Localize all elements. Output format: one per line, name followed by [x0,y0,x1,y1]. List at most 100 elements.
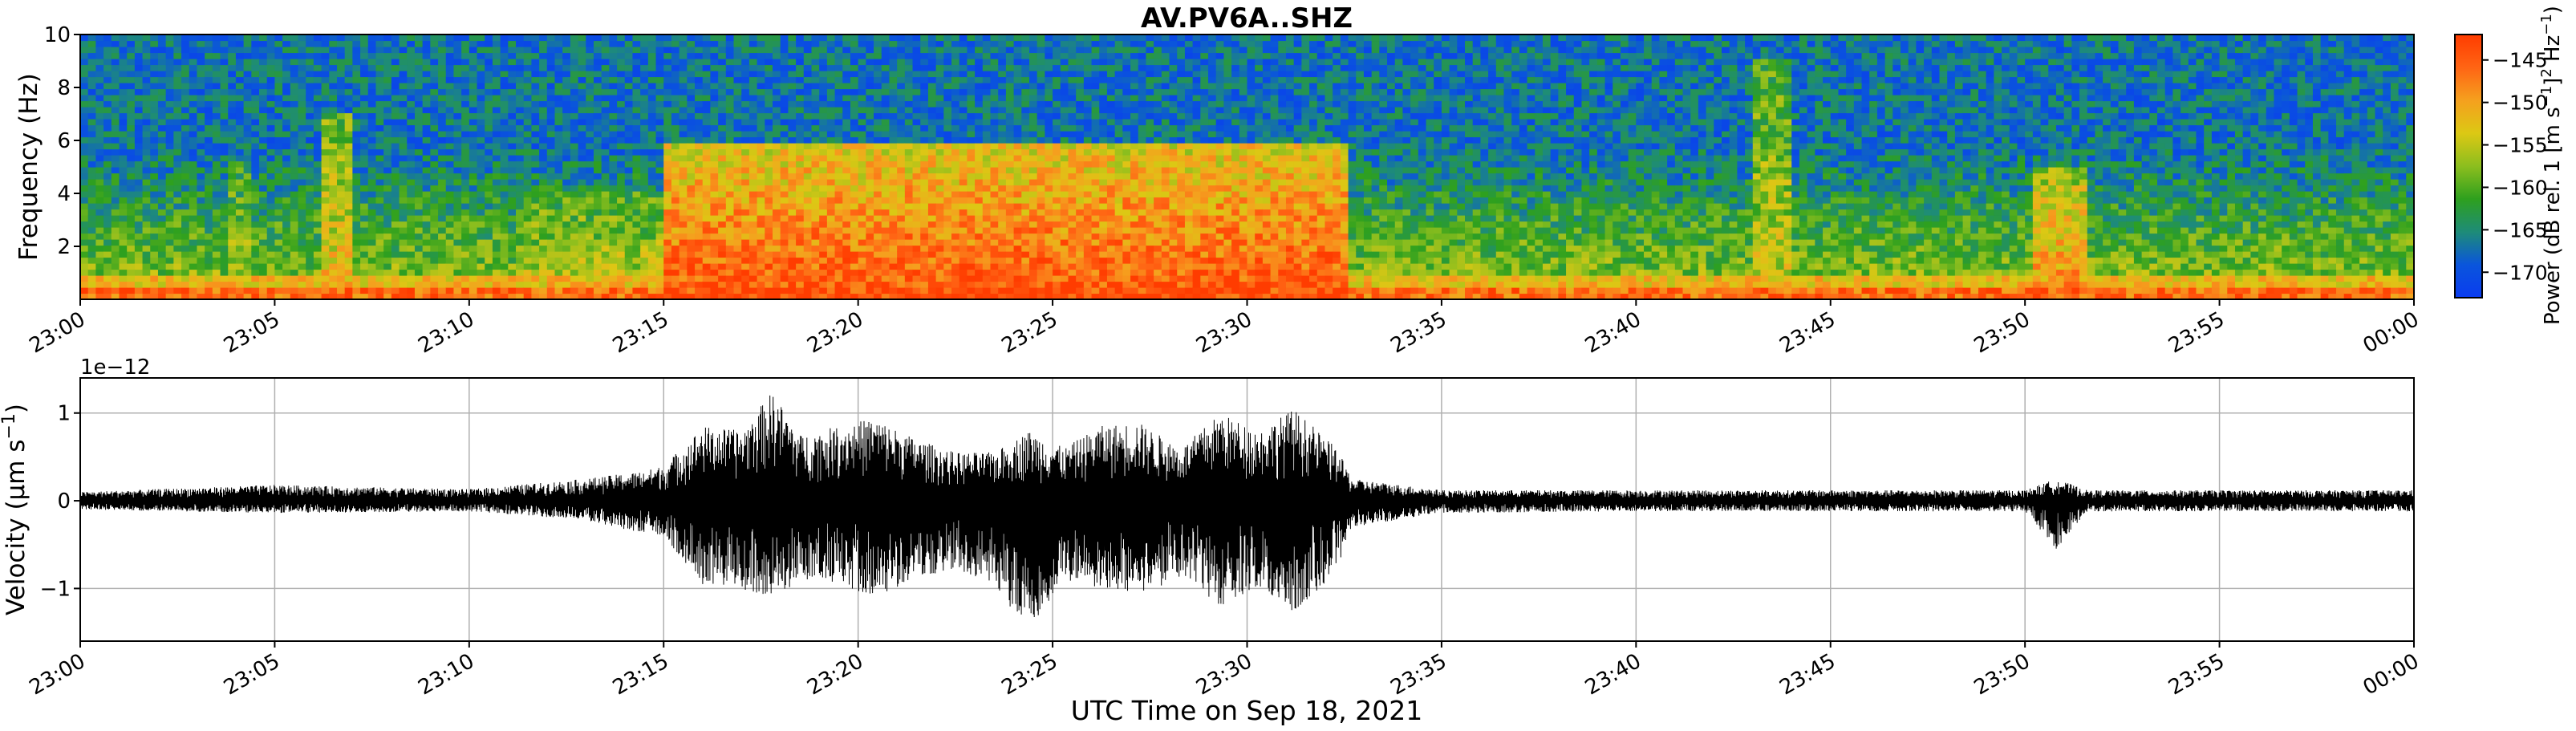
spectrogram-cell [609,71,618,78]
spectrogram-cell [586,251,594,258]
spectrogram-cell [725,59,735,66]
spectrogram-cell [274,185,283,192]
spectrogram-cell [298,40,306,47]
spectrogram-cell [266,40,276,47]
spectrogram-cell [282,160,291,168]
spectrogram-cell [663,233,672,240]
spectrogram-cell [757,100,765,108]
spectrogram-cell [671,112,680,120]
spectrogram-cell [593,52,602,59]
spectrogram-cell [554,167,563,174]
spectrogram-cell [430,227,439,234]
spectrogram-cell [570,107,579,114]
spectrogram-cell [858,136,866,144]
spectrogram-cell [189,173,198,180]
spectrogram-cell [274,251,283,258]
spectrogram-cell [290,76,299,83]
spectrogram-cell [850,64,859,71]
spectrogram-cell [687,203,696,210]
spectrogram-cell [617,215,626,222]
spectrogram-cell [391,155,400,162]
spectrogram-cell [889,275,898,282]
spectrogram-cell [663,100,672,108]
spectrogram-cell [95,221,104,228]
spectrogram-cell [842,35,851,42]
spectrogram-cell [725,40,735,47]
spectrogram-cell [632,155,641,162]
spectrogram-cell [274,119,283,126]
spectrogram-cell [430,173,439,180]
spectrogram-cell [765,160,773,168]
spectrogram-cell [624,107,634,114]
spectrogram-cell [173,287,182,294]
spectrogram-cell [205,119,213,126]
spectrogram-cell [733,257,742,264]
spectrogram-cell [748,131,758,138]
spectrogram-cell [119,281,128,288]
spectrogram-cell [811,269,820,276]
spectrogram-cell [671,263,680,270]
spectrogram-cell [570,95,579,102]
spectrogram-cell [407,233,416,240]
spectrogram-cell [780,245,789,252]
spectrogram-cell [904,179,914,186]
spectrogram-cell [687,35,696,42]
spectrogram-cell [274,83,283,90]
spectrogram-cell [360,215,369,222]
spectrogram-cell [391,245,400,252]
spectrogram-cell [757,143,765,150]
spectrogram-cell [111,40,120,47]
spectrogram-cell [103,287,112,294]
spectrogram-cell [87,40,96,47]
spectrogram-cell [445,167,455,174]
spectrogram-cell [150,179,159,186]
spectrogram-cell [80,173,89,180]
spectrogram-cell [243,215,252,222]
spectrogram-cell [617,76,626,83]
spectrogram-cell [874,281,882,288]
spectrogram-cell [111,221,120,228]
spectrogram-cell [205,275,213,282]
spectrogram-cell [826,227,836,234]
spectrogram-cell [765,293,773,299]
spectrogram-cell [663,148,672,156]
spectrogram-cell [445,95,455,102]
spectrogram-cell [881,209,890,216]
spectrogram-cell [251,119,260,126]
spectrogram-cell [197,233,205,240]
spectrogram-cell [438,275,447,282]
spectrogram-cell [671,203,680,210]
spectrogram-cell [298,155,306,162]
spectrogram-cell [578,227,586,234]
spectrogram-cell [352,215,361,222]
spectrogram-cell [647,179,657,186]
spectrogram-cell [228,64,237,71]
spectrogram-cell [111,263,120,270]
spectrogram-cell [165,269,174,276]
spectrogram-cell [150,155,159,162]
spectrogram-cell [274,71,283,78]
spectrogram-cell [811,88,820,95]
spectrogram-cell [189,160,198,168]
spectrogram-cell [228,47,237,54]
spectrogram-cell [516,233,525,240]
spectrogram-cell [228,179,237,186]
spectrogram-cell [881,160,890,168]
spectrogram-cell [220,124,229,132]
spectrogram-cell [679,160,688,168]
spectrogram-cell [796,287,805,294]
spectrogram-cell [617,160,626,168]
spectrogram-cell [508,173,517,180]
spectrogram-cell [796,251,805,258]
spectrogram-cell [298,148,306,156]
spectrogram-cell [461,209,470,216]
spectrogram-cell [282,269,291,276]
spectrogram-cell [274,263,283,270]
spectrogram-cell [531,71,540,78]
spectrogram-cell [617,197,626,204]
spectrogram-cell [453,245,462,252]
spectrogram-cell [788,160,797,168]
spectrogram-cell [220,215,229,222]
spectrogram-cell [274,59,283,66]
spectrogram-cell [228,281,237,288]
